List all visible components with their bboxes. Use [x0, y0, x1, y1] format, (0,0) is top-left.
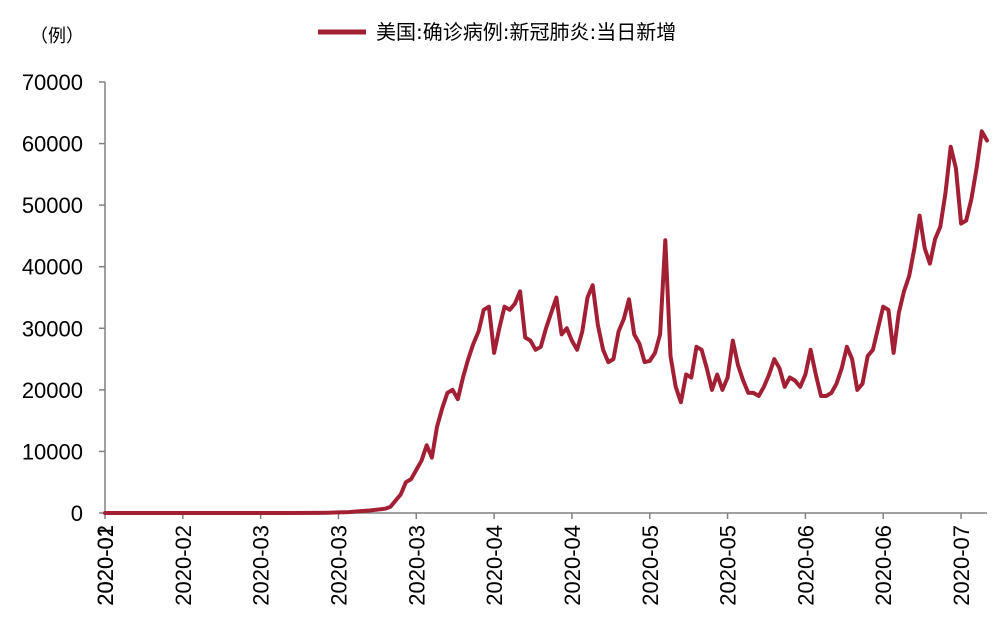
y-tick-label: 0	[71, 501, 83, 526]
x-tick-label: 2020-02	[171, 525, 196, 606]
x-tick-label: 2020-06	[793, 525, 818, 606]
legend-label: 美国:确诊病例:新冠肺炎:当日新增	[376, 20, 676, 44]
y-tick-label: 70000	[22, 70, 83, 95]
x-tick-label: 2020-05	[716, 525, 741, 606]
x-tick-label: 2020-03	[404, 525, 429, 606]
y-tick-label: 60000	[22, 132, 83, 157]
y-tick-label: 30000	[22, 316, 83, 341]
y-axis: 0 10000 20000 30000 40000 50000 60000 70000	[22, 70, 105, 526]
y-tick-label: 50000	[22, 193, 83, 218]
x-tick-label: 2020-05	[638, 525, 663, 606]
x-tick-label: 2020-04	[482, 525, 507, 606]
legend: 美国:确诊病例:新冠肺炎:当日新增	[318, 20, 676, 44]
x-tick-label: 2020-04	[560, 525, 585, 606]
x-tick-label: 2020-03	[249, 525, 274, 606]
y-tick-label: 40000	[22, 255, 83, 280]
series-line	[103, 129, 989, 515]
x-tick-label: 2020-07	[949, 525, 974, 606]
y-axis-unit-label: （例）	[30, 26, 84, 47]
x-tick-label: 2020-06	[871, 525, 896, 606]
y-tick-label: 20000	[22, 378, 83, 403]
y-tick-label: 10000	[22, 439, 83, 464]
x-tick-label: 2020-02	[93, 525, 118, 606]
x-tick-label: 2020-01	[93, 525, 118, 606]
x-tick-label: 2020-03	[326, 525, 351, 606]
